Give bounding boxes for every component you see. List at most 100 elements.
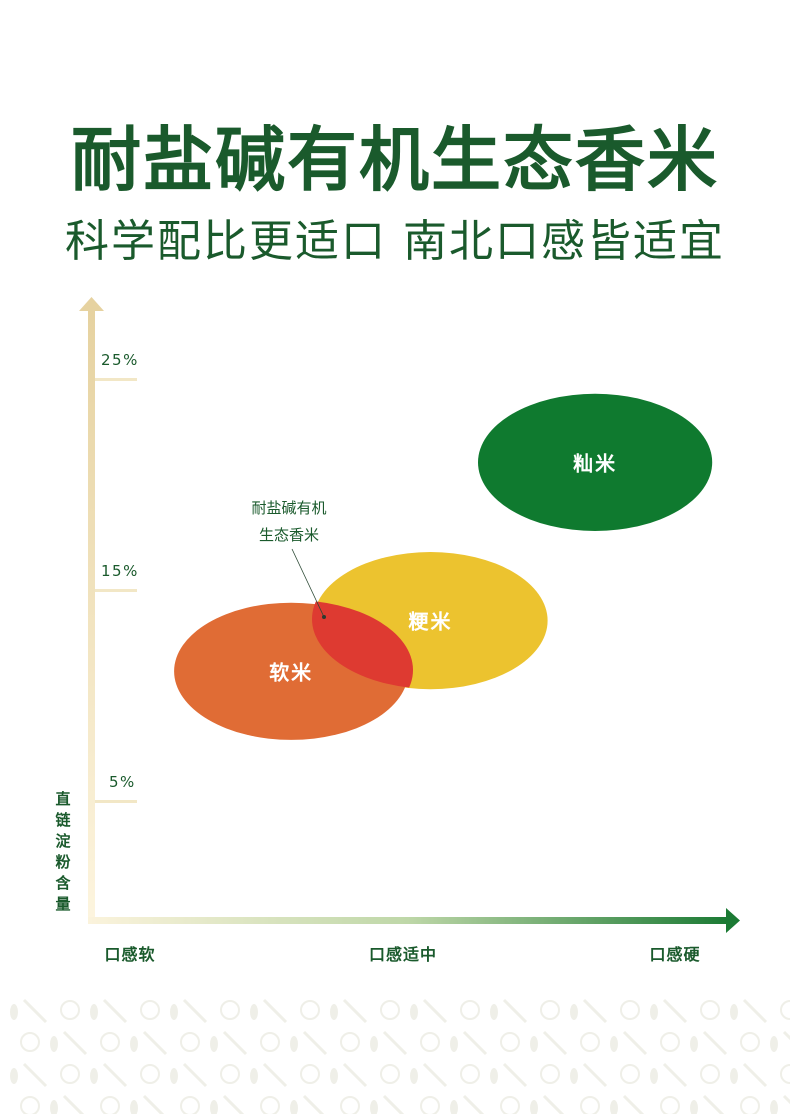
- pattern-grain: [530, 1100, 538, 1114]
- pattern-stroke: [342, 998, 368, 1024]
- pattern-grain: [650, 1004, 658, 1020]
- pattern-stroke: [702, 1094, 725, 1114]
- series-label: 籼米: [573, 451, 617, 475]
- pattern-grain: [50, 1036, 58, 1052]
- pattern-grain: [770, 1036, 778, 1052]
- pattern-stroke: [502, 998, 528, 1024]
- y-tick-label: 5%: [109, 773, 136, 791]
- pattern-stroke: [62, 1030, 88, 1056]
- background-pattern: [10, 998, 790, 1114]
- pattern-grain: [650, 1068, 658, 1084]
- y-tick-label: 25%: [101, 351, 139, 369]
- pattern-stroke: [782, 1030, 790, 1041]
- pattern-face: [740, 1032, 760, 1052]
- pattern-stroke: [182, 1062, 208, 1088]
- pattern-grain: [450, 1036, 458, 1052]
- pattern-stroke: [222, 1030, 248, 1056]
- y-axis-line: [88, 310, 95, 924]
- pattern-stroke: [22, 1062, 48, 1088]
- pattern-grain: [250, 1004, 258, 1020]
- pattern-stroke: [462, 1030, 488, 1056]
- pattern-face: [580, 1032, 600, 1052]
- pattern-grain: [130, 1100, 138, 1114]
- pattern-stroke: [62, 1094, 85, 1114]
- pattern-face: [260, 1032, 280, 1052]
- annotation-dot: [322, 615, 326, 619]
- y-axis-label-char: 量: [55, 895, 70, 913]
- pattern-grain: [690, 1100, 698, 1114]
- pattern-stroke: [622, 1030, 648, 1056]
- pattern-face: [340, 1096, 360, 1114]
- pattern-grain: [50, 1100, 58, 1114]
- pattern-grain: [690, 1036, 698, 1052]
- pattern-stroke: [542, 1094, 565, 1114]
- pattern-stroke: [502, 1062, 528, 1088]
- pattern-stroke: [142, 1094, 165, 1114]
- pattern-stroke: [382, 1094, 405, 1114]
- pattern-face: [660, 1032, 680, 1052]
- pattern-face: [100, 1096, 120, 1114]
- pattern-grain: [570, 1004, 578, 1020]
- pattern-stroke: [262, 1062, 288, 1088]
- y-axis-label-char: 粉: [55, 853, 70, 871]
- pattern-face: [580, 1096, 600, 1114]
- pattern-face: [500, 1032, 520, 1052]
- pattern-grain: [410, 1068, 418, 1084]
- pattern-face: [20, 1096, 40, 1114]
- x-axis-arrow: [726, 908, 740, 933]
- y-axis-arrow: [79, 297, 104, 311]
- y-axis-label-char: 淀: [55, 832, 71, 850]
- pattern-face: [140, 1064, 160, 1084]
- pattern-face: [620, 1000, 640, 1020]
- pattern-stroke: [22, 998, 48, 1024]
- y-tick-label: 15%: [101, 562, 139, 580]
- pattern-face: [660, 1096, 680, 1114]
- pattern-grain: [290, 1036, 298, 1052]
- pattern-grain: [210, 1036, 218, 1052]
- series-ellipse-籼米: [477, 393, 713, 531]
- pattern-stroke: [462, 1094, 485, 1114]
- y-axis-label-char: 链: [55, 811, 71, 829]
- pattern-face: [620, 1064, 640, 1084]
- pattern-face: [340, 1032, 360, 1052]
- pattern-face: [140, 1000, 160, 1020]
- pattern-stroke: [582, 1062, 608, 1088]
- pattern-grain: [330, 1068, 338, 1084]
- pattern-face: [20, 1032, 40, 1052]
- pattern-face: [420, 1096, 440, 1114]
- pattern-grain: [90, 1068, 98, 1084]
- y-tick-mark: [95, 378, 137, 381]
- pattern-face: [60, 1064, 80, 1084]
- pattern-face: [180, 1096, 200, 1114]
- pattern-stroke: [662, 1062, 688, 1088]
- pattern-stroke: [582, 998, 608, 1024]
- pattern-stroke: [222, 1094, 245, 1114]
- pattern-grain: [730, 1004, 738, 1020]
- annotation-line-1: 耐盐碱有机: [251, 499, 326, 517]
- pattern-face: [460, 1000, 480, 1020]
- pattern-face: [540, 1000, 560, 1020]
- pattern-grain: [610, 1036, 618, 1052]
- pattern-face: [300, 1064, 320, 1084]
- pattern-stroke: [342, 1062, 368, 1088]
- x-tick-label: 口感适中: [369, 945, 437, 964]
- y-axis-label-char: 含: [55, 874, 71, 892]
- page-title: 耐盐碱有机生态香米: [71, 119, 719, 201]
- pattern-stroke: [422, 998, 448, 1024]
- pattern-stroke: [782, 1094, 790, 1105]
- pattern-stroke: [142, 1030, 168, 1056]
- pattern-grain: [10, 1068, 18, 1084]
- pattern-grain: [570, 1068, 578, 1084]
- pattern-face: [220, 1000, 240, 1020]
- pattern-grain: [130, 1036, 138, 1052]
- pattern-grain: [730, 1068, 738, 1084]
- pattern-stroke: [422, 1062, 448, 1088]
- pattern-face: [220, 1064, 240, 1084]
- pattern-stroke: [182, 998, 208, 1024]
- pattern-grain: [370, 1100, 378, 1114]
- pattern-grain: [610, 1100, 618, 1114]
- overlap-region: [312, 600, 413, 689]
- pattern-grain: [10, 1004, 18, 1020]
- annotation-line-2: 生态香米: [259, 526, 319, 544]
